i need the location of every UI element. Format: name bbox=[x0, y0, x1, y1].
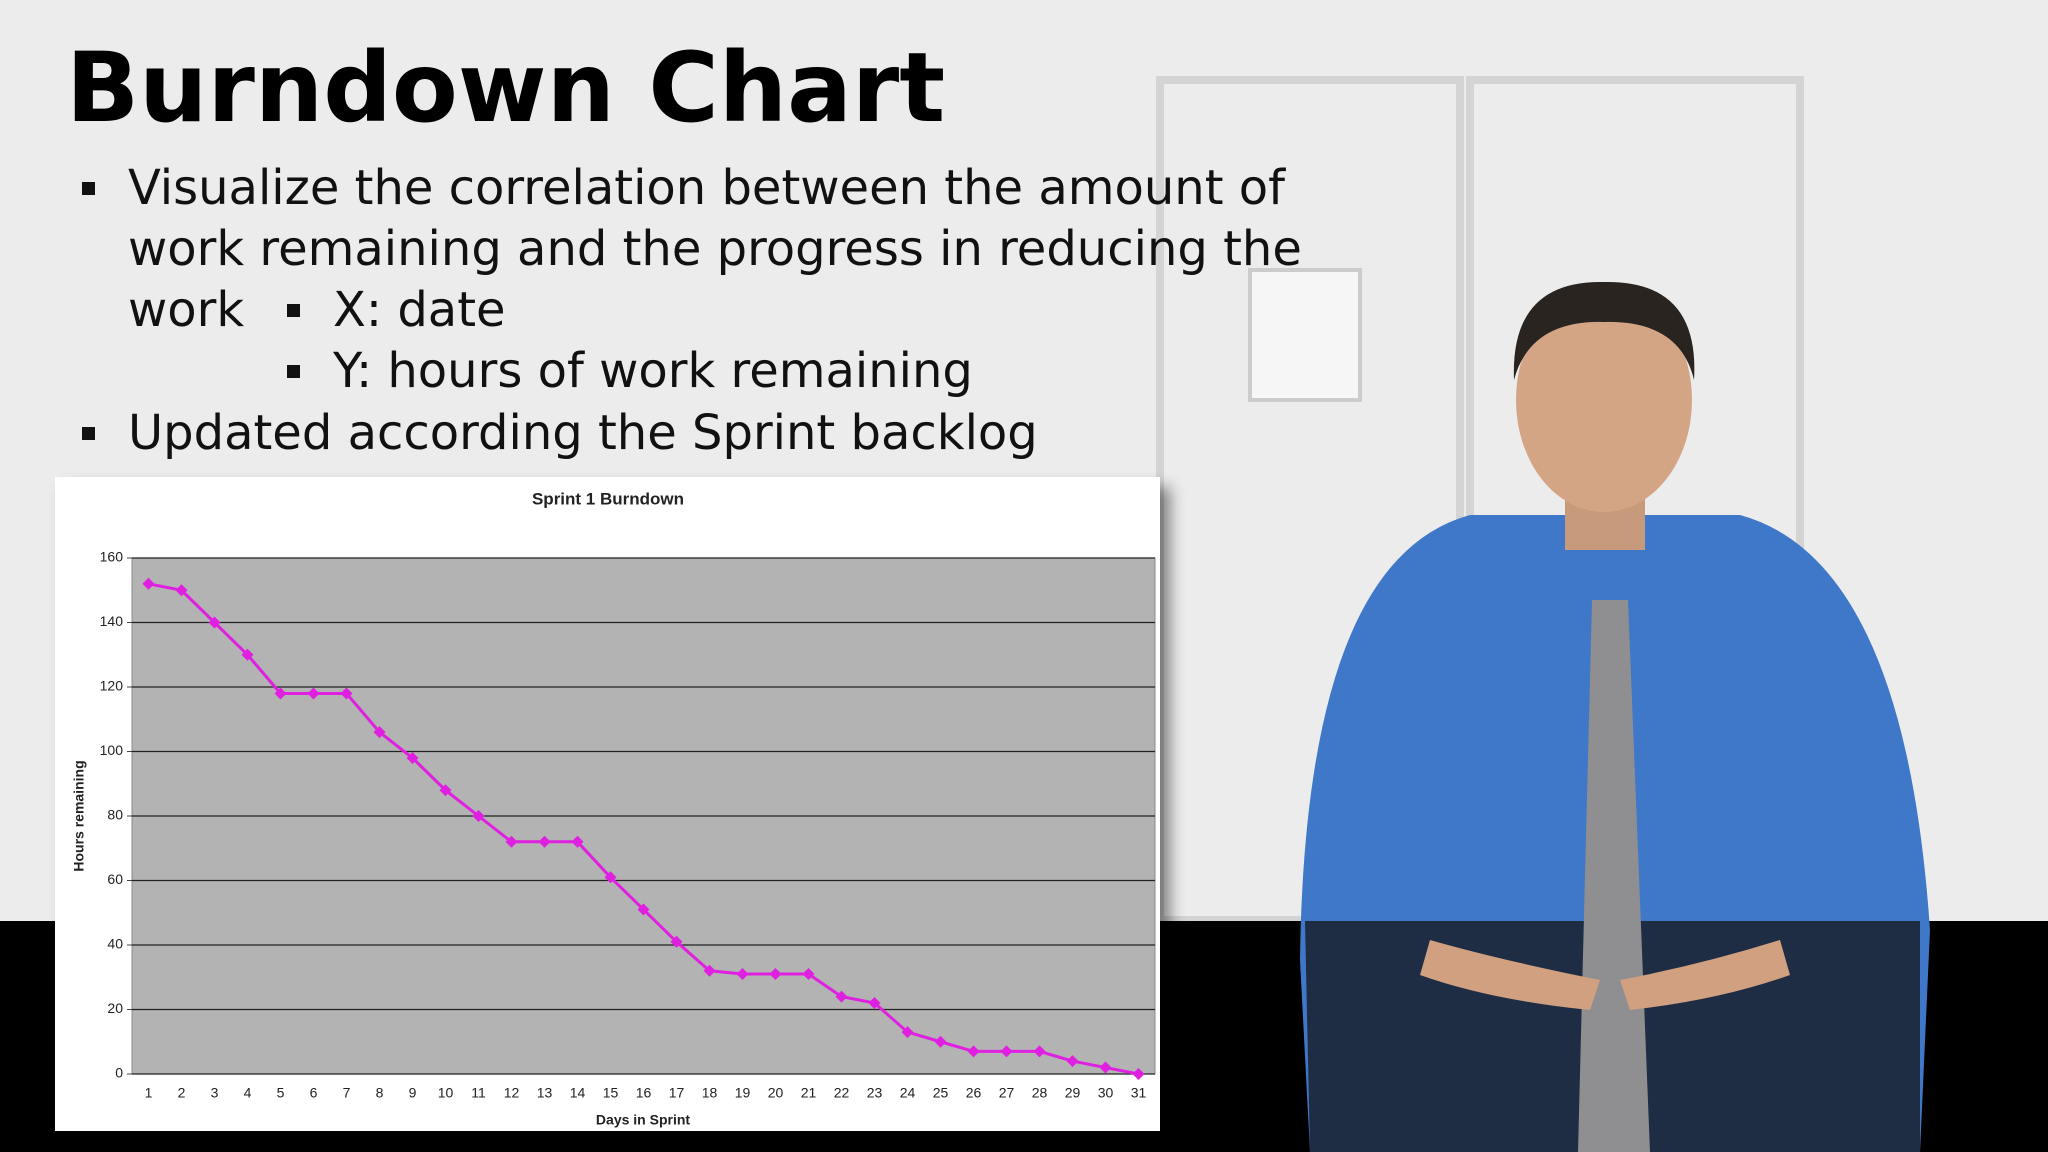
x-tick-label: 26 bbox=[966, 1085, 982, 1101]
bullet: Updated according the Sprint backlog bbox=[82, 403, 1388, 464]
marker bbox=[274, 687, 287, 700]
x-tick-label: 21 bbox=[801, 1085, 817, 1101]
x-tick-label: 25 bbox=[933, 1085, 949, 1101]
y-tick-label: 120 bbox=[100, 678, 124, 694]
x-tick-label: 24 bbox=[900, 1085, 916, 1101]
marker bbox=[571, 835, 584, 848]
marker bbox=[1033, 1045, 1046, 1058]
x-tick-label: 11 bbox=[471, 1085, 486, 1101]
tie bbox=[1578, 600, 1650, 1152]
x-tick-label: 17 bbox=[669, 1085, 685, 1101]
x-tick-label: 8 bbox=[376, 1085, 384, 1101]
x-tick-label: 31 bbox=[1131, 1085, 1147, 1101]
bullet: Visualize the correlation between the am… bbox=[82, 158, 1388, 341]
marker bbox=[703, 964, 716, 977]
marker bbox=[868, 997, 881, 1010]
marker bbox=[142, 577, 155, 590]
x-tick-label: 27 bbox=[999, 1085, 1015, 1101]
head bbox=[1516, 288, 1692, 512]
x-tick-label: 20 bbox=[768, 1085, 784, 1101]
marker bbox=[340, 687, 353, 700]
x-tick-label: 19 bbox=[735, 1085, 751, 1101]
slide-title: Burndown Chart bbox=[66, 32, 946, 144]
marker bbox=[307, 687, 320, 700]
x-tick-label: 6 bbox=[310, 1085, 318, 1101]
marker bbox=[769, 968, 782, 981]
picture bbox=[1248, 268, 1362, 402]
hands bbox=[1420, 940, 1790, 1010]
y-axis-label: Hours remaining bbox=[71, 760, 87, 871]
marker bbox=[439, 784, 452, 797]
marker bbox=[736, 968, 749, 981]
marker bbox=[1132, 1068, 1145, 1080]
x-tick-label: 7 bbox=[343, 1085, 351, 1101]
marker bbox=[1099, 1061, 1112, 1074]
marker bbox=[241, 648, 254, 661]
y-tick-label: 60 bbox=[107, 871, 123, 887]
marker bbox=[967, 1045, 980, 1058]
y-tick-label: 20 bbox=[107, 1000, 123, 1016]
y-tick-label: 80 bbox=[107, 807, 123, 823]
x-tick-label: 12 bbox=[504, 1085, 520, 1101]
x-tick-label: 14 bbox=[570, 1085, 586, 1101]
x-tick-label: 18 bbox=[702, 1085, 718, 1101]
x-tick-label: 1 bbox=[145, 1085, 153, 1101]
x-tick-label: 9 bbox=[409, 1085, 417, 1101]
x-tick-label: 2 bbox=[178, 1085, 186, 1101]
y-tick-label: 100 bbox=[100, 742, 124, 758]
marker bbox=[1000, 1045, 1013, 1058]
marker bbox=[802, 968, 815, 981]
sub-bullet: Y: hours of work remaining bbox=[287, 341, 973, 402]
chart: Sprint 1 Burndown Days in Sprint Hours r… bbox=[55, 477, 1160, 1131]
x-tick-label: 5 bbox=[277, 1085, 285, 1101]
x-tick-label: 10 bbox=[438, 1085, 454, 1101]
x-axis-label: Days in Sprint bbox=[596, 1112, 690, 1128]
x-tick-label: 15 bbox=[603, 1085, 619, 1101]
x-tick-label: 28 bbox=[1032, 1085, 1048, 1101]
x-tick-label: 29 bbox=[1065, 1085, 1081, 1101]
chart-title: Sprint 1 Burndown bbox=[532, 489, 684, 508]
marker bbox=[406, 751, 419, 764]
x-tick-label: 3 bbox=[211, 1085, 219, 1101]
marker bbox=[505, 835, 518, 848]
y-tick-label: 40 bbox=[107, 936, 123, 952]
x-tick-label: 4 bbox=[244, 1085, 252, 1101]
x-tick-label: 16 bbox=[636, 1085, 652, 1101]
y-tick-label: 0 bbox=[115, 1065, 123, 1081]
hair bbox=[1513, 281, 1695, 380]
marker bbox=[373, 726, 386, 739]
marker bbox=[1066, 1055, 1079, 1068]
x-tick-label: 22 bbox=[834, 1085, 850, 1101]
y-tick-label: 160 bbox=[100, 549, 124, 565]
marker bbox=[835, 990, 848, 1003]
marker bbox=[934, 1035, 947, 1048]
x-tick-label: 13 bbox=[537, 1085, 553, 1101]
marker bbox=[175, 584, 188, 597]
y-tick-label: 140 bbox=[100, 613, 124, 629]
marker bbox=[472, 810, 485, 822]
marker bbox=[208, 616, 221, 629]
marker bbox=[604, 871, 617, 884]
marker bbox=[670, 935, 683, 948]
marker bbox=[538, 835, 551, 848]
marker bbox=[637, 903, 650, 916]
x-tick-label: 30 bbox=[1098, 1085, 1114, 1101]
marker bbox=[901, 1026, 914, 1039]
sub-bullet: X: date bbox=[287, 280, 506, 341]
x-tick-label: 23 bbox=[867, 1085, 883, 1101]
